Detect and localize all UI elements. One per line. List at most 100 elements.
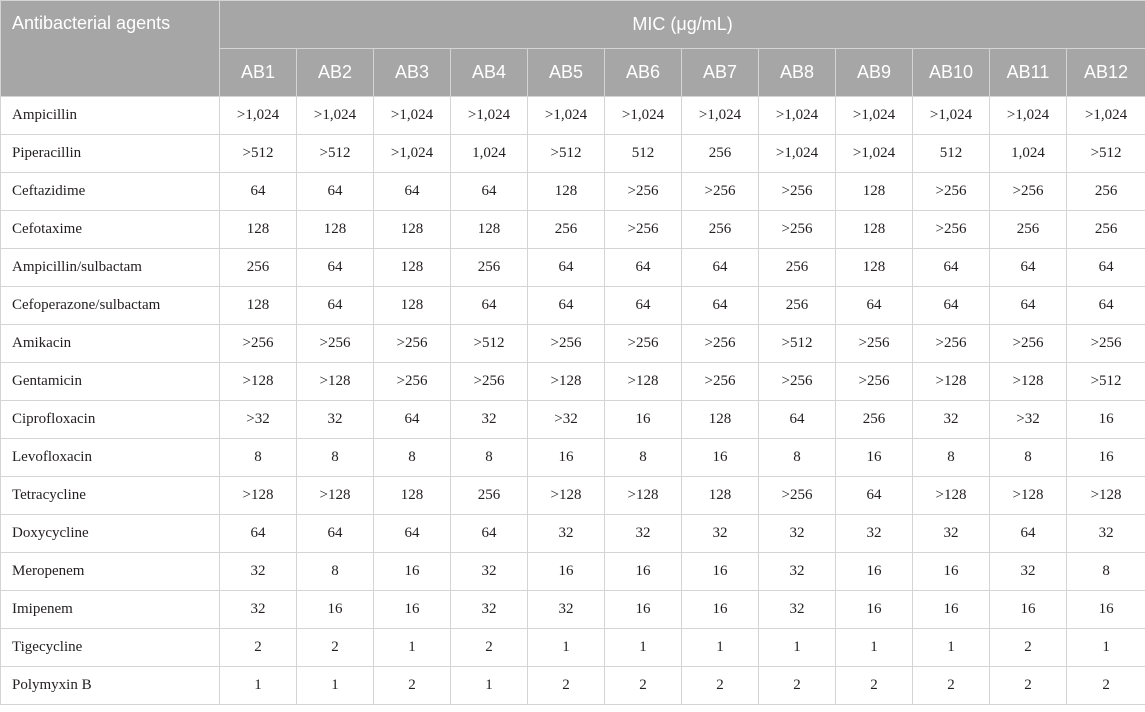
mic-value-cell: 128 bbox=[219, 210, 297, 249]
mic-value-cell: >1,024 bbox=[1065, 96, 1145, 135]
mic-value-cell: 8 bbox=[450, 438, 528, 477]
mic-value-cell: 1,024 bbox=[989, 134, 1067, 173]
mic-value-cell: 1 bbox=[527, 628, 605, 667]
mic-value-cell: >128 bbox=[296, 362, 374, 401]
mic-value-cell: 64 bbox=[450, 172, 528, 211]
mic-value-cell: 128 bbox=[450, 210, 528, 249]
mic-value-cell: 128 bbox=[835, 210, 913, 249]
mic-value-cell: 128 bbox=[373, 476, 451, 515]
mic-value-cell: >256 bbox=[604, 172, 682, 211]
mic-value-cell: >256 bbox=[373, 362, 451, 401]
mic-value-cell: 16 bbox=[1065, 438, 1145, 477]
mic-value-cell: 128 bbox=[373, 210, 451, 249]
mic-value-cell: >1,024 bbox=[527, 96, 605, 135]
agent-name-cell: Cefoperazone/sulbactam bbox=[0, 286, 220, 325]
table-row: Meropenem 32 8 16 32 16 16 16 32 16 16 32 8 bbox=[0, 552, 1145, 591]
mic-value-cell: 64 bbox=[296, 514, 374, 553]
mic-value-cell: 64 bbox=[989, 286, 1067, 325]
agent-name-cell: Doxycycline bbox=[0, 514, 220, 553]
agent-name-cell: Gentamicin bbox=[0, 362, 220, 401]
mic-value-cell: 32 bbox=[758, 590, 836, 629]
mic-value-cell: 64 bbox=[835, 476, 913, 515]
mic-value-cell: 8 bbox=[296, 552, 374, 591]
mic-value-cell: >256 bbox=[912, 172, 990, 211]
isolate-header: AB12 bbox=[1065, 48, 1145, 97]
mic-value-cell: 16 bbox=[527, 552, 605, 591]
mic-value-cell: 128 bbox=[219, 286, 297, 325]
mic-value-cell: 16 bbox=[681, 552, 759, 591]
mic-value-cell: 2 bbox=[373, 666, 451, 705]
isolate-header: AB2 bbox=[296, 48, 374, 97]
mic-value-cell: 128 bbox=[681, 400, 759, 439]
mic-value-cell: >32 bbox=[219, 400, 297, 439]
mic-value-cell: >1,024 bbox=[758, 96, 836, 135]
isolate-header: AB10 bbox=[912, 48, 990, 97]
mic-value-cell: 32 bbox=[450, 590, 528, 629]
mic-value-cell: 32 bbox=[450, 552, 528, 591]
mic-value-cell: >512 bbox=[296, 134, 374, 173]
mic-value-cell: 8 bbox=[1065, 552, 1145, 591]
mic-value-cell: >1,024 bbox=[450, 96, 528, 135]
mic-value-cell: 64 bbox=[1065, 286, 1145, 325]
mic-value-cell: 256 bbox=[1065, 172, 1145, 211]
mic-value-cell: 1 bbox=[912, 628, 990, 667]
mic-value-cell: 64 bbox=[450, 514, 528, 553]
mic-value-cell: >256 bbox=[835, 324, 913, 363]
isolate-header: AB8 bbox=[758, 48, 836, 97]
agent-name-cell: Ampicillin bbox=[0, 96, 220, 135]
mic-value-cell: 1 bbox=[1065, 628, 1145, 667]
mic-value-cell: 128 bbox=[835, 172, 913, 211]
mic-value-cell: 256 bbox=[681, 134, 759, 173]
mic-value-cell: 128 bbox=[527, 172, 605, 211]
mic-value-cell: 64 bbox=[989, 248, 1067, 287]
mic-value-cell: 64 bbox=[527, 248, 605, 287]
isolate-header-row: AB1 AB2 AB3 AB4 AB5 AB6 AB7 AB8 AB9 AB10 AB11 AB12 bbox=[1, 48, 1145, 97]
mic-value-cell: >256 bbox=[604, 324, 682, 363]
mic-value-cell: >256 bbox=[681, 362, 759, 401]
mic-value-cell: 128 bbox=[835, 248, 913, 287]
mic-value-cell: 64 bbox=[373, 514, 451, 553]
mic-value-cell: >1,024 bbox=[373, 134, 451, 173]
mic-value-cell: 16 bbox=[835, 590, 913, 629]
mic-value-cell: 64 bbox=[758, 400, 836, 439]
table-row: Tetracycline >128 >128 128 256 >128 >128 128 >25… bbox=[0, 476, 1145, 515]
mic-value-cell: >256 bbox=[604, 210, 682, 249]
mic-value-cell: 128 bbox=[296, 210, 374, 249]
agent-name-cell: Polymyxin B bbox=[0, 666, 220, 705]
mic-value-cell: 64 bbox=[296, 286, 374, 325]
agent-name-cell: Cefotaxime bbox=[0, 210, 220, 249]
mic-value-cell: 16 bbox=[296, 590, 374, 629]
mic-value-cell: >128 bbox=[912, 362, 990, 401]
isolate-header: AB3 bbox=[373, 48, 451, 97]
mic-value-cell: >256 bbox=[681, 172, 759, 211]
mic-value-cell: >512 bbox=[1065, 134, 1145, 173]
mic-value-cell: 64 bbox=[219, 514, 297, 553]
mic-value-cell: >256 bbox=[758, 210, 836, 249]
mic-value-cell: 64 bbox=[604, 248, 682, 287]
mic-value-cell: 256 bbox=[1065, 210, 1145, 249]
mic-value-cell: 32 bbox=[912, 514, 990, 553]
mic-value-cell: 2 bbox=[912, 666, 990, 705]
mic-value-cell: 32 bbox=[758, 552, 836, 591]
mic-value-cell: >128 bbox=[527, 476, 605, 515]
mic-value-cell: >1,024 bbox=[989, 96, 1067, 135]
mic-value-cell: 16 bbox=[681, 438, 759, 477]
mic-value-cell: 64 bbox=[373, 400, 451, 439]
table-row: Imipenem 32 16 16 32 32 16 16 32 16 16 16 16 bbox=[0, 590, 1145, 629]
mic-value-cell: 32 bbox=[835, 514, 913, 553]
mic-value-cell: >256 bbox=[758, 362, 836, 401]
mic-value-cell: 16 bbox=[373, 590, 451, 629]
mic-value-cell: 1 bbox=[296, 666, 374, 705]
agent-name-cell: Levofloxacin bbox=[0, 438, 220, 477]
table-body: Ampicillin >1,024 >1,024 >1,024 >1,024 >1,024… bbox=[0, 96, 1145, 705]
mic-value-cell: >256 bbox=[681, 324, 759, 363]
mic-value-cell: 128 bbox=[681, 476, 759, 515]
mic-value-cell: 16 bbox=[373, 552, 451, 591]
mic-value-cell: >256 bbox=[758, 172, 836, 211]
mic-value-cell: 1 bbox=[604, 628, 682, 667]
header-antibacterial-agents: Antibacterial agents bbox=[0, 0, 220, 97]
mic-value-cell: 32 bbox=[912, 400, 990, 439]
mic-value-cell: 64 bbox=[912, 286, 990, 325]
mic-value-cell: 16 bbox=[1065, 590, 1145, 629]
